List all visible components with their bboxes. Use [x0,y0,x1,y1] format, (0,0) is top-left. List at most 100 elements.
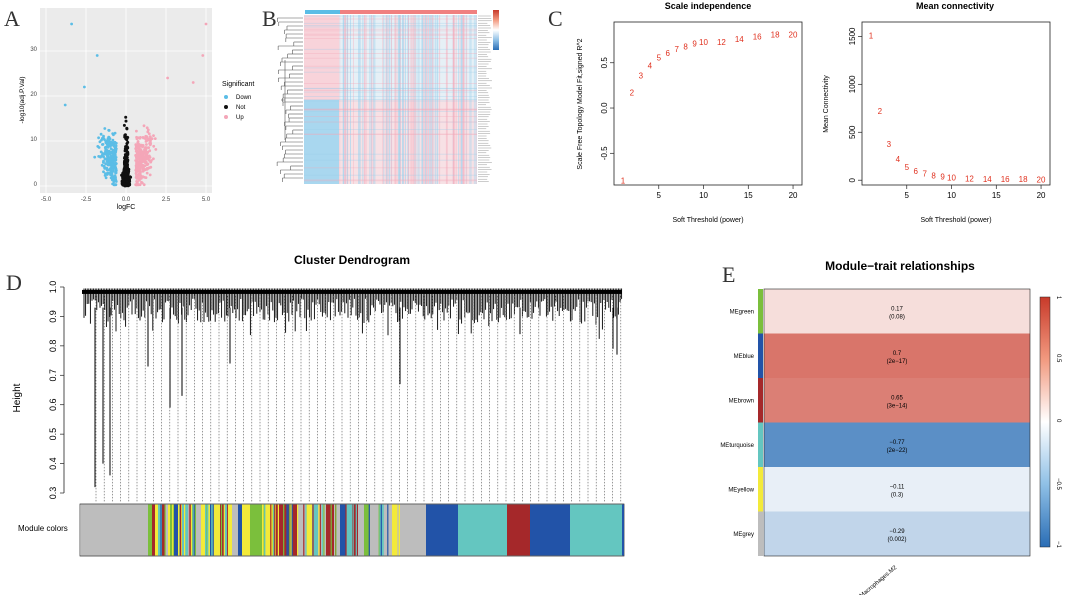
mean-connectivity-title: Mean connectivity [916,1,994,11]
module-color-fleck [168,504,170,556]
mean-connectivity-frame [861,21,1051,186]
threshold-point-label: 7 [922,170,927,179]
heatmap-row-stripe [304,57,477,59]
heatmap-block-lower-left [304,100,339,184]
heatmap-column-stripe [434,15,436,184]
volcano-point-down [103,174,107,177]
heatmap-column-stripe [413,15,415,184]
volcano-point-up [147,132,151,136]
heatmap-column-stripe [402,15,403,184]
threshold-point-label: 12 [965,174,974,183]
heatmap-column-stripe [458,15,459,184]
legend-down-label: Down [236,95,251,101]
dendrogram-y-tick-label: 1.0 [48,281,58,294]
heatmap-row-stripe [304,167,477,169]
heatmap-column-stripe [425,15,427,184]
volcano-point-up [145,126,149,130]
volcano-point-up [154,148,158,151]
threshold-point-label: 3 [887,140,892,149]
panel-letter-b: B [262,6,277,31]
volcano-point-down [114,145,117,149]
volcano-point-up [147,158,151,162]
legend-up-swatch [224,115,228,119]
volcano-point-not [125,127,129,131]
module-row-label: MEblue [734,354,755,360]
heatmap-row-stripe [304,87,477,89]
heatmap-column-stripe [342,15,344,184]
volcano-point-up [145,163,149,167]
volcano-point-up [140,176,143,180]
dendrogram-y-tick-label: 0.4 [48,457,58,470]
heatmap-column-stripe [394,15,396,184]
threshold-point-label: 5 [905,163,910,172]
x-tick-label: 15 [992,191,1001,200]
colorbar-tick: 0 [1055,419,1061,423]
module-color-fleck [184,504,186,556]
module-trait-pvalue: (0.3) [891,492,903,498]
volcano-ytick: 20 [30,92,37,98]
volcano-point-down [102,165,106,168]
legend-not-swatch [224,105,228,109]
heatmap-row-stripe [304,159,477,161]
scale-independence-xlabel: Soft Threshold (power) [672,217,743,224]
module-color-fleck [397,504,399,556]
heatmap-row-stripe [304,38,477,39]
module-color-segment [238,504,242,556]
volcano-point-up [142,166,145,170]
volcano-point-down [103,146,107,150]
threshold-point-label: 4 [648,62,653,71]
volcano-point-not [124,162,128,166]
heatmap-column-stripe [431,15,433,184]
heatmap-column-stripe [385,15,387,184]
module-color-fleck [223,504,225,556]
module-trait-cell [764,511,1030,556]
heatmap-row-stripe [304,28,477,30]
module-color-segment [392,504,400,556]
volcano-point-up [147,146,151,150]
heatmap-column-stripe [371,15,373,184]
volcano-point-down [114,171,118,175]
heatmap-row-stripe [304,30,477,32]
module-color-fleck [312,504,314,556]
heatmap-column-stripe [362,15,364,184]
module-color-segment [162,504,165,556]
heatmap-row-stripe [304,15,477,17]
panel-letter-a: A [4,6,20,31]
heatmap-row-stripe [304,65,477,67]
volcano-point-down [102,137,106,140]
volcano-point-down [113,153,117,157]
volcano-point-down [110,171,114,175]
dendrogram-y-tick-label: 0.8 [48,340,58,353]
volcano-point-down [106,171,110,175]
volcano-point-up [152,134,155,138]
heatmap-column-stripe [405,15,406,184]
dendrogram-ylabel: Height [12,383,23,412]
volcano-point-down [112,141,116,145]
threshold-point-label: 7 [674,45,679,54]
colorbar-ticks: 1 0.5 0 −0.5 −1 [1055,296,1061,549]
heatmap-row-stripe [304,67,477,69]
volcano-point-up [135,137,139,141]
module-color-fleck [274,504,276,556]
volcano-point-down [111,154,114,158]
heatmap-column-stripe [383,15,385,184]
colorbar-tick: −0.5 [1055,478,1061,491]
heatmap-group-bar-high [340,10,477,14]
volcano-point-not [124,159,128,162]
heatmap-row-stripe [304,71,477,73]
module-color-segment [346,504,352,556]
volcano-point-up [141,169,145,173]
module-color-fleck [384,504,387,556]
module-color-segment [228,504,232,556]
module-color-fleck [286,504,288,556]
heatmap-column-stripe [386,15,388,184]
heatmap-row-stripe [304,18,477,20]
volcano-point-up [149,139,152,143]
volcano-point-up [145,157,149,161]
heatmap-row-stripe [304,116,477,117]
heatmap-column-stripe [407,15,409,184]
module-color-swatch [758,378,763,423]
threshold-point-label: 16 [753,33,762,42]
volcano-point-down [112,180,116,184]
